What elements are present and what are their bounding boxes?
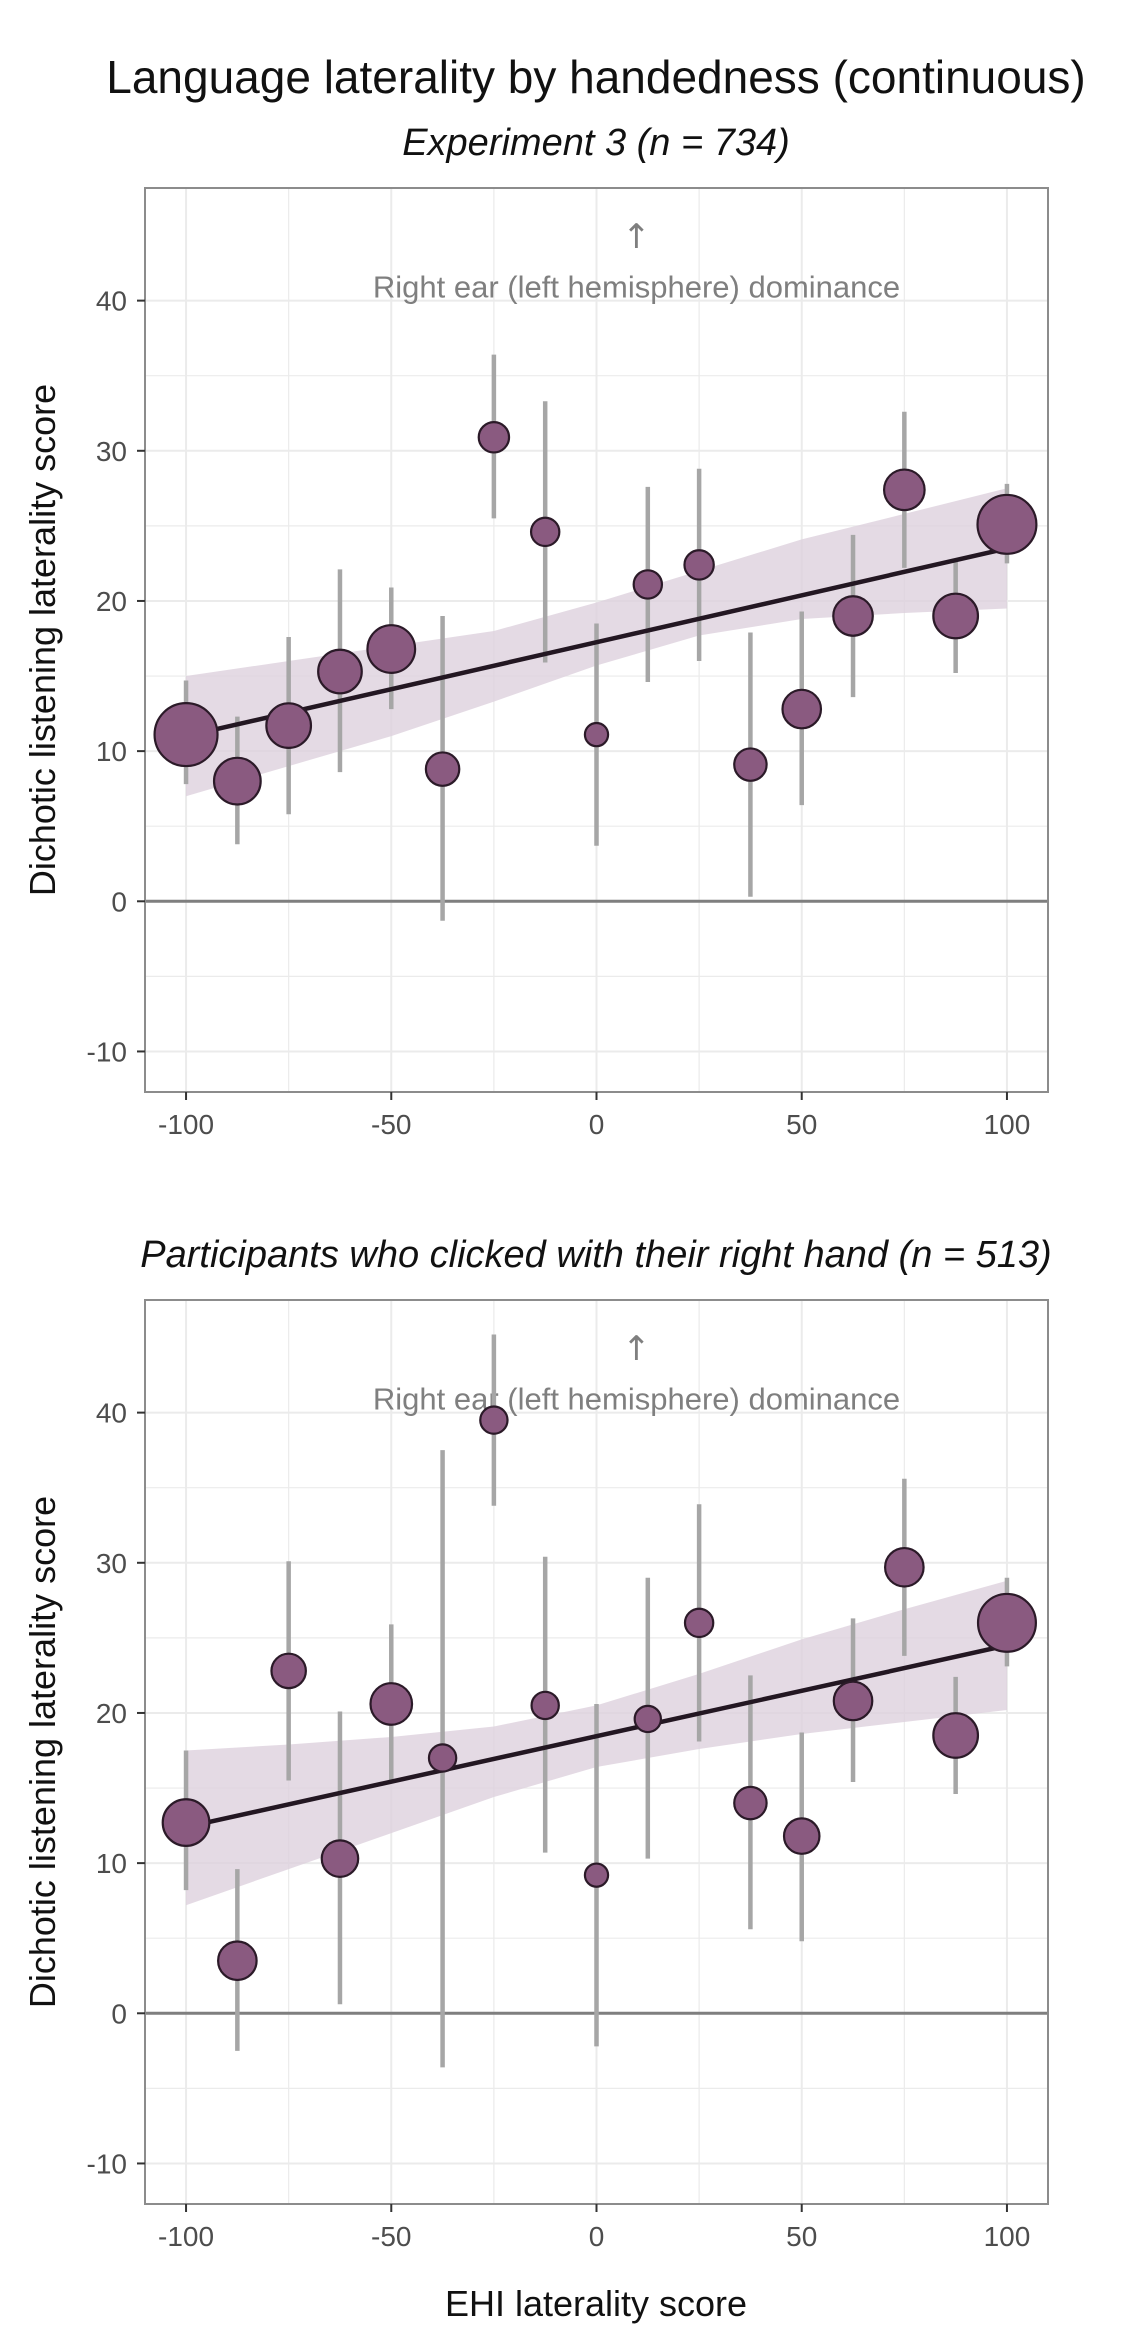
panel-2-x-tick-label: 0 <box>589 2221 605 2252</box>
panel-1-data-point <box>317 648 363 695</box>
panel-2-data-point <box>832 1680 874 1722</box>
panel-2-data-point <box>161 1798 211 1847</box>
panel-2-data-point <box>976 1592 1037 1653</box>
panel-2-y-tick-label: -10 <box>87 2148 127 2179</box>
panel-1-data-point <box>366 624 417 674</box>
panel-2-data-point <box>479 1405 509 1435</box>
panel-1-data-point <box>477 421 511 454</box>
panel-2-annotation-arrow: ↑ <box>622 1329 651 1369</box>
panel-2-subtitle: Participants who clicked with their righ… <box>140 1234 1051 1276</box>
panel-2-annotation-text: Right ear (left hemisphere) dominance <box>373 1382 900 1417</box>
panel-2-data-point <box>217 1940 258 1982</box>
panel-2-data-point <box>320 1839 360 1878</box>
panel-2-fit-line <box>185 1643 1008 1830</box>
panel-1-data-point <box>212 756 262 806</box>
panel-1-data-point <box>632 569 664 600</box>
panel-2-x-tick-label: 100 <box>984 2221 1031 2252</box>
panel-2-y-tick-label: 10 <box>96 1848 127 1879</box>
panel-1-data-point <box>583 721 610 748</box>
panel-2-data-point <box>782 1817 821 1855</box>
panel-1-y-tick-label: 20 <box>96 586 127 617</box>
panel-1-data-point <box>529 516 561 548</box>
panel-2-data-point <box>530 1690 560 1721</box>
panel-2-plot: ↑ Right ear (left hemisphere) dominance -1… <box>87 1299 1049 2252</box>
panel-1-plot: ↑ Right ear (left hemisphere) dominance -1… <box>87 187 1049 1140</box>
panel-1-x-tick-label: -100 <box>158 1109 214 1140</box>
panel-1-y-tick-label: -10 <box>87 1036 127 1067</box>
panel-1-data-point <box>976 493 1038 555</box>
panel-2-x-tick-label: -100 <box>158 2221 214 2252</box>
panel-1-y-tick-label: 10 <box>96 736 127 767</box>
panel-1-data-point <box>683 549 715 581</box>
panel-1-annotation-arrow: ↑ <box>622 217 651 257</box>
chart-title: Language laterality by handedness (conti… <box>106 51 1085 103</box>
panel-1-y-tick-label: 30 <box>96 436 127 467</box>
panel-2-data-point <box>427 1743 458 1773</box>
panel-2-data-point <box>633 1704 663 1734</box>
panel-1-data-point <box>932 592 980 640</box>
panel-2-data-point <box>369 1682 414 1726</box>
panel-2-data-point <box>733 1785 768 1821</box>
panel-2-y-tick-label: 0 <box>111 1998 127 2029</box>
panel-1-y-axis-label: Dichotic listening laterality score <box>22 384 63 896</box>
panel-1-data-point <box>153 702 219 768</box>
panel-2-y-tick-label: 30 <box>96 1548 127 1579</box>
panel-1-fit-line <box>185 546 1008 739</box>
panel-1-data-point <box>265 702 313 749</box>
panel-1-data-point <box>781 688 823 730</box>
panel-1-data-point <box>424 751 461 787</box>
x-axis-label: EHI laterality score <box>445 2283 747 2324</box>
panel-2-data-point <box>884 1546 925 1588</box>
panel-1-data-point <box>882 468 926 512</box>
panel-1-annotation-text: Right ear (left hemisphere) dominance <box>373 270 900 305</box>
panel-2-data-point <box>583 1862 610 1888</box>
panel-1-x-tick-label: 100 <box>984 1109 1031 1140</box>
panel-2-x-tick-label: -50 <box>371 2221 411 2252</box>
panel-1-y-tick-label: 0 <box>111 886 127 917</box>
panel-1-data-point <box>733 747 768 782</box>
panel-2-y-tick-label: 20 <box>96 1698 127 1729</box>
panel-1-data-point <box>832 595 874 637</box>
panel-2-x-tick-label: 50 <box>786 2221 817 2252</box>
panel-2-y-tick-label: 40 <box>96 1398 127 1429</box>
panel-2-data-point <box>932 1712 980 1759</box>
panel-1-y-tick-label: 40 <box>96 286 127 317</box>
panel-1-subtitle: Experiment 3 (n = 734) <box>402 122 790 164</box>
panel-1-x-tick-label: -50 <box>371 1109 411 1140</box>
panel-2-y-axis-label: Dichotic listening laterality score <box>22 1496 63 2008</box>
panel-2-data-point <box>270 1652 307 1690</box>
panel-2-data-point <box>683 1607 715 1639</box>
panel-1-x-tick-label: 50 <box>786 1109 817 1140</box>
panel-1-x-tick-label: 0 <box>589 1109 605 1140</box>
